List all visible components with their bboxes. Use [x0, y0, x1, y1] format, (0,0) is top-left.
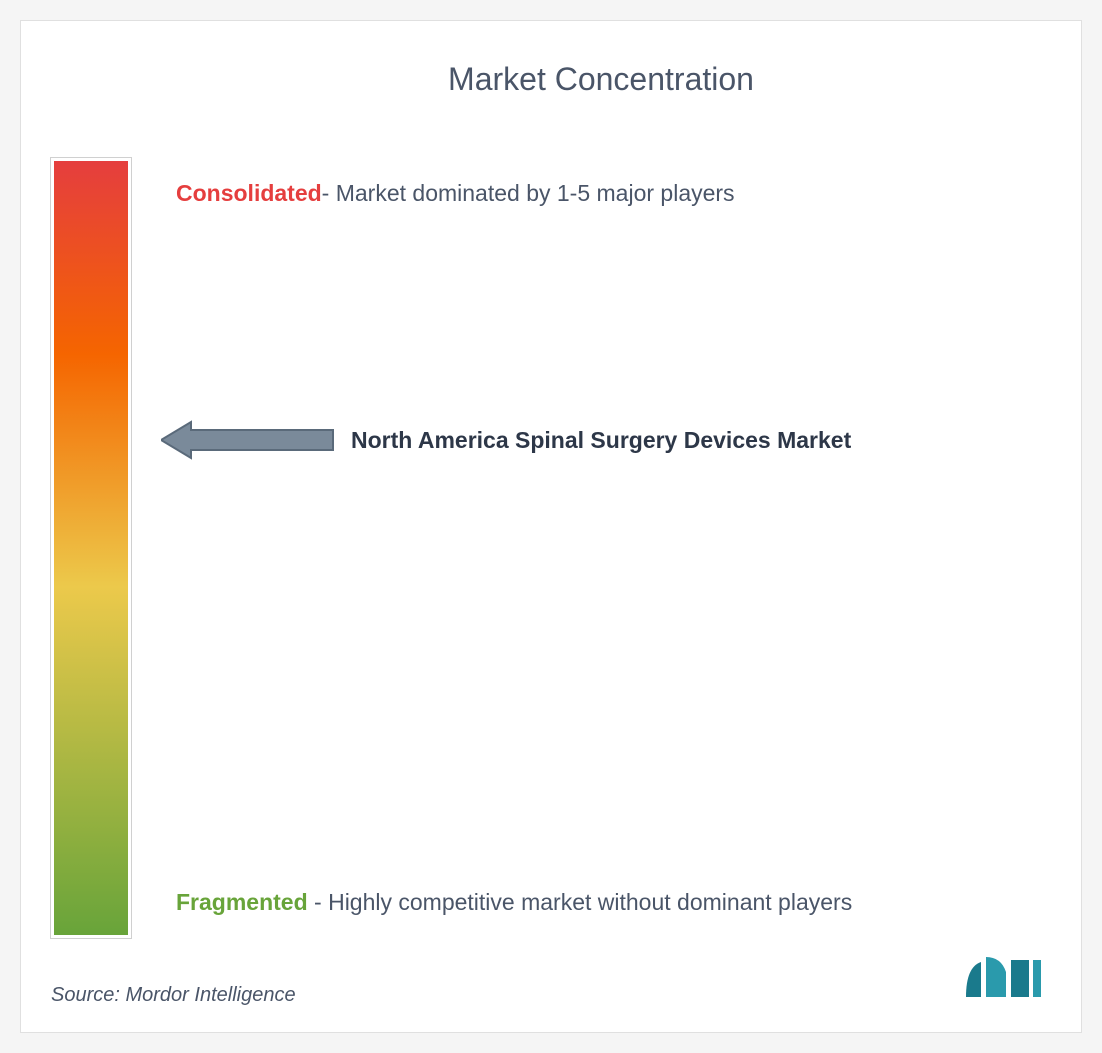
logo-icon — [961, 952, 1051, 1007]
consolidated-text: - Market dominated by 1-5 major players — [322, 180, 735, 206]
infographic-title: Market Concentration — [151, 61, 1051, 98]
source-attribution: Source: Mordor Intelligence — [51, 984, 296, 1007]
consolidated-description: Consolidated- Market dominated by 1-5 ma… — [176, 168, 1041, 219]
content-area: Consolidated- Market dominated by 1-5 ma… — [51, 158, 1051, 938]
fragmented-label: Fragmented — [176, 889, 308, 915]
fragmented-description: Fragmented - Highly competitive market w… — [176, 877, 1041, 928]
arrow-indicator — [161, 418, 336, 462]
infographic-container: Market Concentration Consolidated- Marke… — [20, 20, 1082, 1033]
descriptions-panel: Consolidated- Market dominated by 1-5 ma… — [161, 158, 1051, 938]
market-position-marker: North America Spinal Surgery Devices Mar… — [161, 418, 851, 462]
consolidated-label: Consolidated — [176, 180, 322, 206]
market-name-label: North America Spinal Surgery Devices Mar… — [351, 427, 851, 454]
company-logo — [961, 952, 1051, 1007]
footer: Source: Mordor Intelligence — [51, 952, 1051, 1007]
concentration-gradient-bar — [51, 158, 131, 938]
arrow-icon — [161, 418, 336, 462]
fragmented-text: - Highly competitive market without domi… — [308, 889, 853, 915]
